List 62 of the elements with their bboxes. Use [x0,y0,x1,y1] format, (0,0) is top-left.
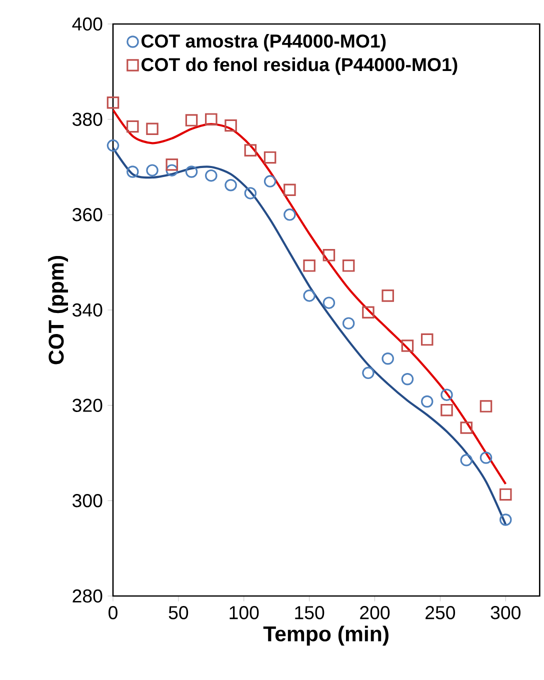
point [166,158,178,171]
legend-label: COT do fenol residua (P44000-MO1) [142,58,458,75]
point [440,388,453,401]
x-tick-label: 300 [490,606,520,620]
point [205,113,218,126]
x-tick-label: 50 [168,606,188,620]
point [205,169,218,182]
y-tick-label: 400 [72,17,102,31]
point [126,166,139,178]
point [244,187,257,200]
point [500,514,512,526]
point [284,184,296,196]
point [303,260,316,272]
y-axis-title: COT (ppm) [48,256,68,364]
x-tick-label: 250 [426,606,456,620]
x-axis-title: Tempo (min) [263,626,388,646]
point [146,164,158,176]
point [224,178,237,192]
point [264,151,276,164]
point [126,120,139,133]
point [382,290,394,302]
point [185,166,198,178]
point [146,122,158,135]
point [322,249,336,262]
point [342,317,355,330]
point [106,139,120,152]
point [362,366,374,380]
x-tick-label: 100 [230,606,259,620]
point [342,260,355,272]
point [440,404,453,416]
point [284,208,296,221]
y-tick-label: 280 [72,589,102,603]
point [322,296,336,309]
x-tick-label: 0 [108,606,118,620]
point [224,119,237,132]
point [303,290,316,302]
point [480,400,492,412]
x-tick-label: 200 [360,606,390,620]
y-tick-label: 380 [72,112,102,126]
x-tick-label: 150 [295,606,324,620]
point [480,452,492,464]
point [166,164,178,176]
y-tick-label: 360 [72,208,102,222]
point [264,175,276,188]
point [460,454,473,466]
point [500,488,512,501]
point [420,395,434,408]
y-tick-label: 320 [72,398,102,412]
point [185,114,198,126]
point [362,306,374,319]
point [382,352,394,365]
point [244,144,257,156]
y-tick-label: 300 [72,494,102,508]
y-tick-label: 340 [72,303,102,317]
point [401,340,414,352]
point [401,372,414,386]
point [460,422,473,434]
line-series [113,108,507,486]
line-series [113,146,507,526]
legend-label: COT amostra (P44000-MO1) [142,34,386,52]
point [420,333,434,346]
point [106,96,120,109]
